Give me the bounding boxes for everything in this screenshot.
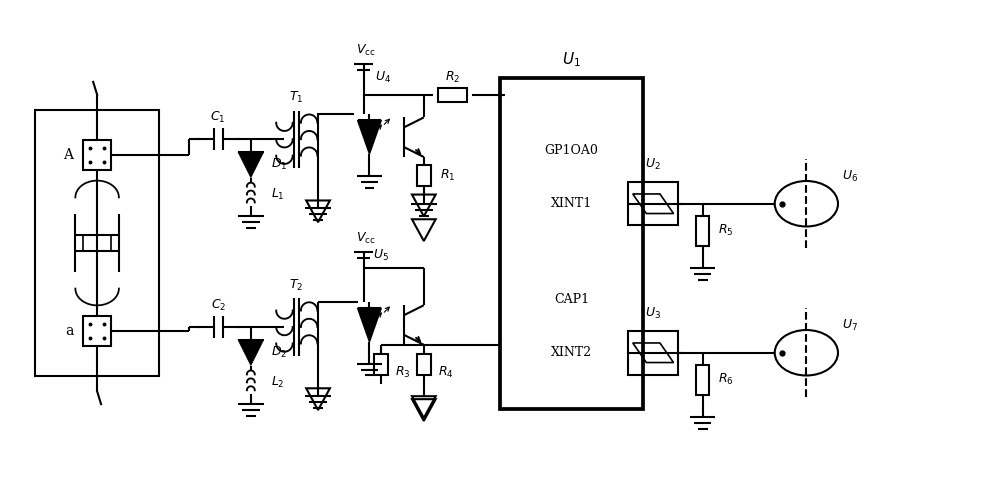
Text: $T_1$: $T_1$ [289, 90, 303, 105]
Text: $R_6$: $R_6$ [718, 372, 734, 387]
Text: a: a [65, 324, 73, 338]
Bar [83, 316, 111, 346]
Text: $L_2$: $L_2$ [271, 375, 285, 390]
Bar [417, 166, 431, 186]
Bar [696, 216, 709, 246]
Text: $L_1$: $L_1$ [271, 187, 285, 202]
Bar [83, 140, 111, 170]
Bar [628, 331, 678, 374]
Bar [374, 354, 388, 375]
Text: XINT1: XINT1 [551, 197, 592, 210]
Polygon shape [238, 340, 264, 366]
Text: $R_4$: $R_4$ [438, 365, 453, 380]
Text: $T_2$: $T_2$ [289, 278, 303, 293]
Bar [83, 235, 111, 251]
Text: $C_1$: $C_1$ [210, 110, 226, 125]
Text: $U_4$: $U_4$ [375, 71, 391, 85]
Text: $U_3$: $U_3$ [645, 306, 661, 321]
Polygon shape [358, 120, 381, 154]
Text: $R_1$: $R_1$ [440, 168, 455, 184]
Text: $U_5$: $U_5$ [373, 248, 389, 263]
Bar [417, 354, 431, 375]
Text: $R_2$: $R_2$ [445, 71, 460, 85]
Text: $C_2$: $C_2$ [210, 298, 226, 313]
Bar [500, 78, 643, 409]
Text: $U_1$: $U_1$ [562, 51, 581, 70]
Bar [36, 110, 159, 376]
Bar [438, 88, 467, 101]
Text: $U_6$: $U_6$ [842, 169, 858, 184]
Text: A: A [63, 148, 73, 162]
Text: GP1OA0: GP1OA0 [544, 144, 599, 157]
Text: $R_3$: $R_3$ [395, 365, 411, 380]
Text: XINT2: XINT2 [551, 346, 592, 359]
Text: CAP1: CAP1 [554, 293, 589, 306]
Polygon shape [358, 308, 381, 342]
Text: $V_{\rm cc}$: $V_{\rm cc}$ [356, 230, 375, 245]
Text: $R_5$: $R_5$ [718, 223, 734, 239]
Text: $D_2$: $D_2$ [271, 345, 287, 360]
Text: $U_2$: $U_2$ [645, 156, 661, 172]
Text: $V_{\rm cc}$: $V_{\rm cc}$ [356, 43, 375, 58]
Bar [696, 365, 709, 395]
Polygon shape [238, 152, 264, 178]
Bar [628, 182, 678, 226]
Text: $U_7$: $U_7$ [842, 317, 858, 333]
Text: $D_1$: $D_1$ [271, 157, 287, 172]
